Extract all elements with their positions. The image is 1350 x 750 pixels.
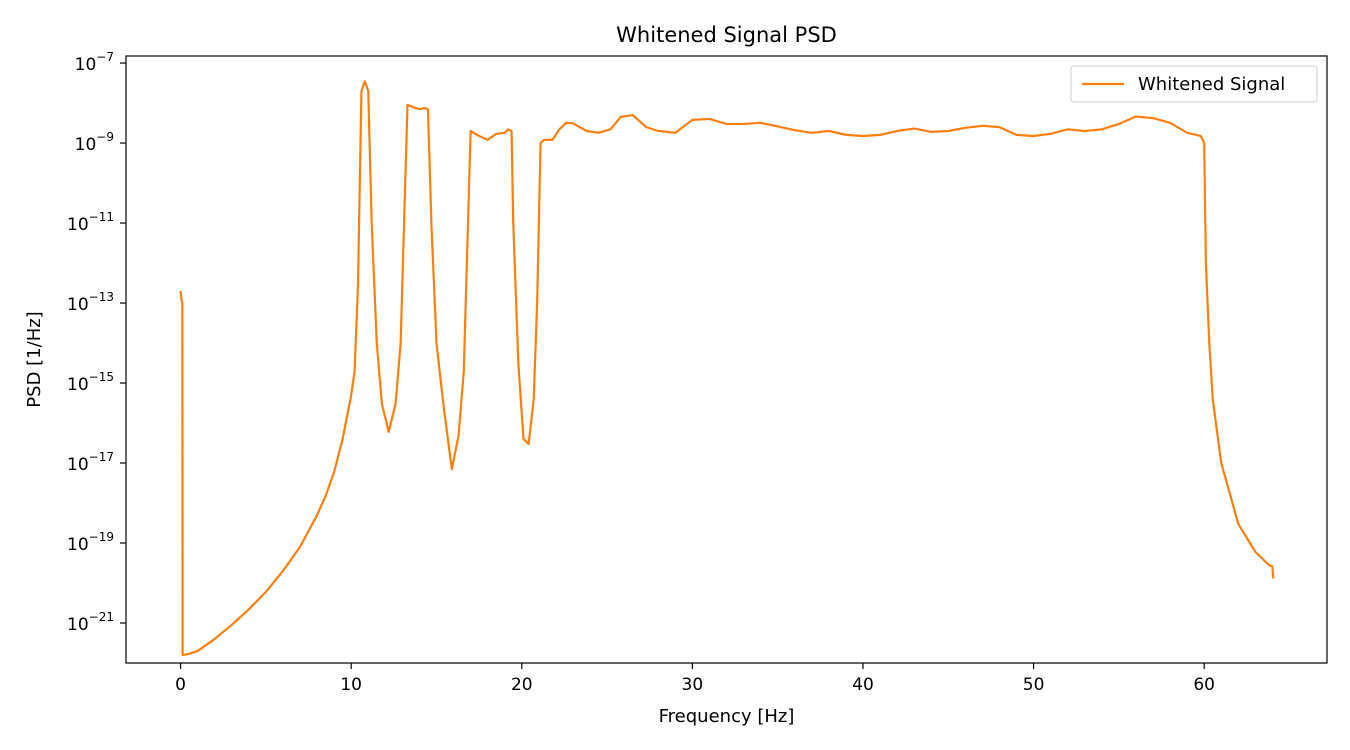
y-tick-label: 10−19	[67, 530, 114, 555]
y-tick-label: 10−15	[67, 370, 114, 395]
x-axis: 0 10 20 30 40 50 60	[175, 663, 1215, 695]
series-line-whitened-signal	[179, 80, 1275, 656]
y-tick-label: 10−7	[75, 50, 114, 75]
legend: Whitened Signal	[1070, 65, 1318, 103]
x-tick-label: 0	[175, 675, 186, 695]
legend-label: Whitened Signal	[1138, 74, 1285, 95]
y-tick-label: 10−11	[67, 210, 114, 235]
y-tick-label: 10−9	[75, 130, 114, 155]
x-axis-label: Frequency [Hz]	[659, 706, 795, 727]
x-tick-label: 40	[852, 675, 874, 695]
x-tick-label: 30	[682, 675, 704, 695]
x-tick-label: 20	[511, 675, 533, 695]
plot-area	[125, 55, 1328, 664]
chart-title: Whitened Signal PSD	[616, 23, 837, 47]
y-tick-label: 10−21	[67, 610, 114, 635]
y-tick-label: 10−17	[67, 450, 114, 475]
x-tick-label: 10	[340, 675, 362, 695]
x-tick-label: 50	[1023, 675, 1045, 695]
y-axis: 10−21 10−19 10−17 10−15 10−13 10−11 10−9 10−7	[67, 50, 126, 635]
legend-box	[1070, 65, 1318, 103]
x-tick-label: 60	[1193, 675, 1215, 695]
y-axis-label: PSD [1/Hz]	[24, 311, 45, 407]
y-tick-label: 10−13	[67, 290, 114, 315]
